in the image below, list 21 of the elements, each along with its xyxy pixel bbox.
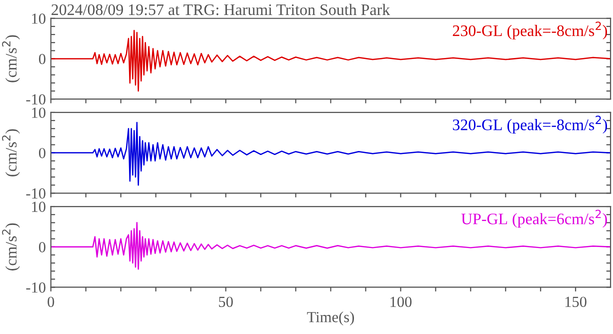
series-label: 230-GL (peak=-8cm/s$^{2}$) bbox=[452, 22, 608, 40]
series-label: 320-GL (peak=-8cm/s$^{2}$) bbox=[452, 116, 608, 134]
y-tick-label: -10 bbox=[26, 282, 46, 293]
y-tick-label: 10 bbox=[32, 202, 46, 212]
y-tick-label: 0 bbox=[38, 54, 46, 64]
y-axis-title: (cm/s$^{2}$) bbox=[2, 129, 20, 176]
y-tick-label: -10 bbox=[26, 94, 46, 105]
y-tick-label: 0 bbox=[38, 242, 46, 252]
x-tick-label: 100 bbox=[390, 296, 412, 308]
x-axis-title: Time(s) bbox=[307, 312, 354, 326]
y-tick-label: 0 bbox=[38, 148, 46, 158]
y-tick-label: 10 bbox=[32, 108, 46, 118]
x-tick-label: 0 bbox=[48, 296, 54, 308]
series-label: UP-GL (peak=6cm/s$^{2}$) bbox=[461, 210, 607, 228]
y-axis-title: (cm/s$^{2}$) bbox=[2, 223, 20, 270]
y-axis-title: (cm/s$^{2}$) bbox=[2, 35, 20, 82]
y-tick-label: 10 bbox=[32, 14, 46, 24]
x-tick-label: 50 bbox=[219, 296, 233, 308]
y-tick-label: -10 bbox=[26, 188, 46, 199]
chart-title: 2024/08/09 19:57 at TRG: Harumi Triton South Park bbox=[52, 4, 390, 16]
x-tick-label: 150 bbox=[565, 296, 586, 308]
